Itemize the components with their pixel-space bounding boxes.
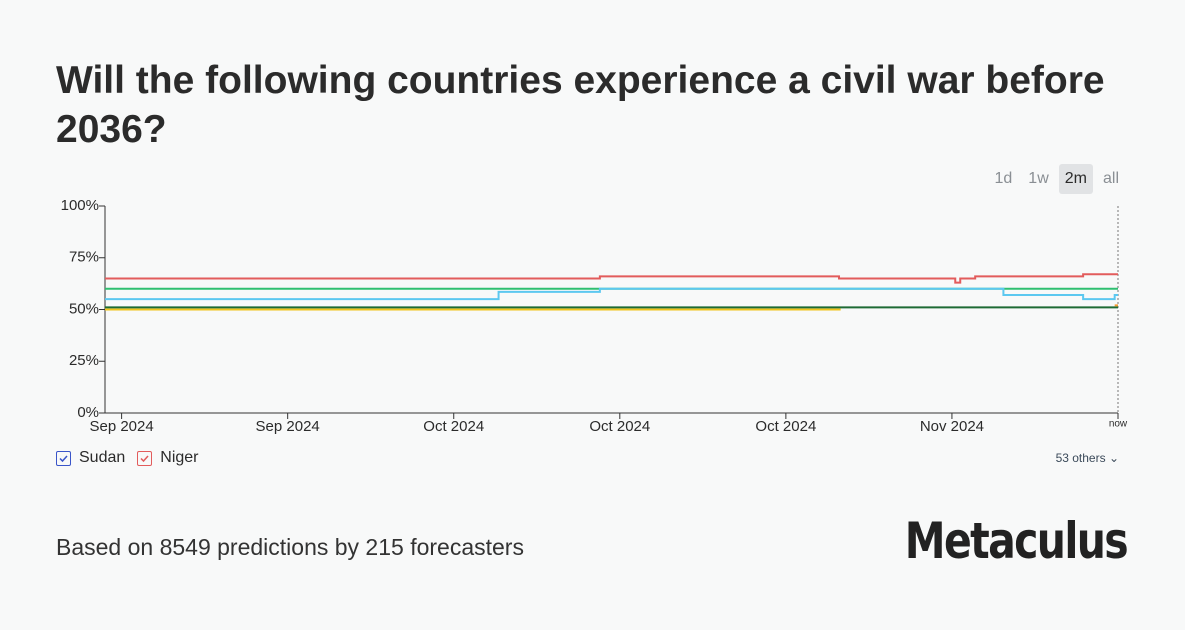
range-buttons: 1d 1w 2m all	[989, 164, 1126, 194]
title: Will the following countries experience …	[56, 59, 1105, 151]
brand: Metaculus	[904, 512, 1129, 570]
legend-label[interactable]: Niger	[160, 449, 199, 466]
y-tick-label: 0%	[77, 404, 99, 421]
x-tick-label: now	[1109, 419, 1128, 430]
series-line	[105, 273, 1118, 284]
range-button[interactable]: 1w	[1028, 170, 1049, 187]
x-tick-label: Oct 2024	[589, 418, 650, 435]
x-tick-label: Nov 2024	[920, 418, 984, 435]
legend-item[interactable]: Niger	[137, 449, 199, 467]
y-tick-label: 25%	[69, 352, 99, 369]
x-tick-label: Sep 2024	[89, 418, 153, 435]
legend-item[interactable]: Sudan	[56, 449, 125, 467]
others-label[interactable]: 53 others	[1055, 451, 1106, 465]
chart: 0% 25% 50% 75% 100% Sep 2024 Sep 2024 Oct 2024 O…	[61, 197, 1128, 435]
range-button[interactable]: 1d	[994, 170, 1013, 187]
legend-checkbox[interactable]	[56, 450, 71, 466]
y-tick-label: 75%	[69, 249, 99, 266]
range-button[interactable]: 2m	[1058, 164, 1093, 194]
legend: Sudan Niger	[56, 449, 199, 467]
x-tick-label: Oct 2024	[755, 418, 816, 435]
x-tick-label: Sep 2024	[256, 418, 320, 435]
legend-label[interactable]: Sudan	[79, 449, 126, 466]
footer: Based on 8549 predictions by 215 forecas…	[56, 534, 524, 560]
y-tick-label: 50%	[69, 300, 99, 317]
series-line	[105, 287, 1118, 301]
x-tick-label: Oct 2024	[423, 418, 484, 435]
y-tick-label: 100%	[61, 197, 99, 214]
range-button[interactable]: all	[1102, 170, 1119, 187]
legend-checkbox[interactable]	[137, 450, 153, 466]
others-toggle[interactable]: 53 others ⌄	[1055, 451, 1119, 465]
